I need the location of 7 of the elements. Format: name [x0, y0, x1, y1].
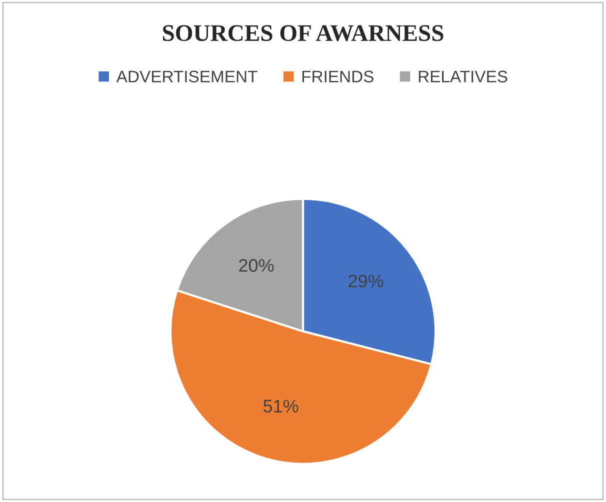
- legend-label: ADVERTISEMENT: [116, 70, 258, 82]
- chart-title: SOURCES OF AWARNESS: [163, 25, 444, 42]
- legend-label: FRIENDS: [302, 70, 374, 82]
- data-label: 51%: [263, 400, 298, 413]
- data-label: 20%: [239, 259, 274, 272]
- data-label: 29%: [348, 274, 384, 288]
- legend-label: RELATIVES: [418, 70, 508, 82]
